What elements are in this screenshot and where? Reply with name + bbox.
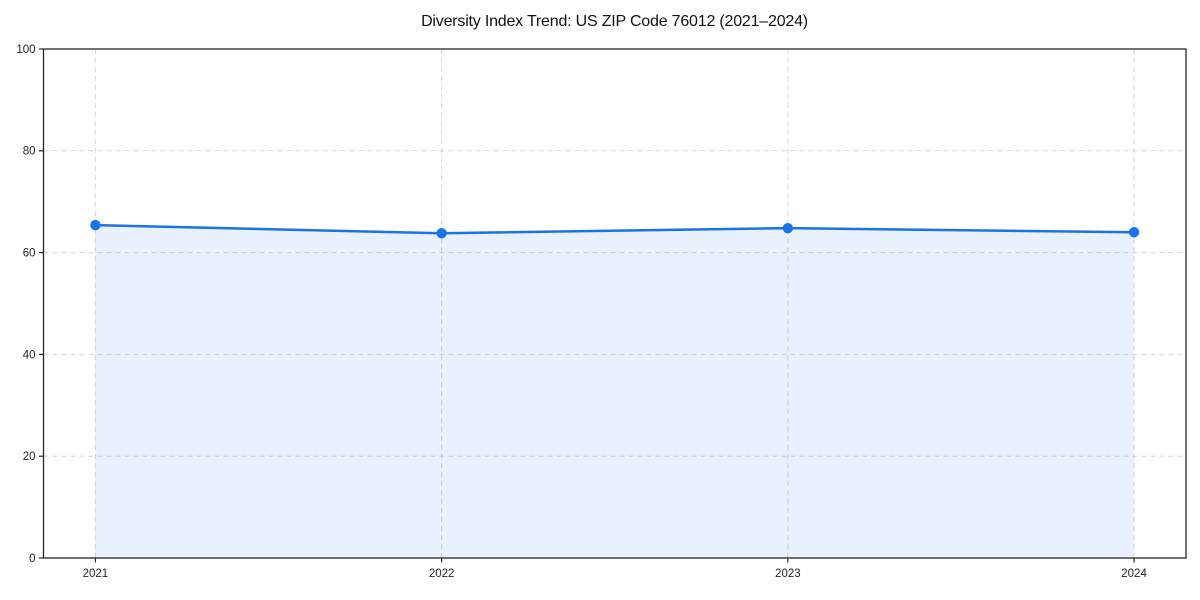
y-tick-label: 0	[29, 553, 35, 565]
x-tick-label: 2024	[1121, 568, 1147, 580]
x-tick-label: 2023	[775, 568, 801, 580]
data-point	[90, 219, 101, 231]
data-line	[94, 223, 1136, 235]
data-point	[782, 222, 794, 234]
data-point	[1128, 227, 1140, 238]
y-tick-label: 40	[23, 349, 36, 361]
data-point	[436, 228, 447, 239]
area-fill	[95, 225, 1135, 558]
chart-title: Diversity Index Trend: US ZIP Code 76012…	[421, 13, 808, 30]
y-tick-label: 60	[23, 248, 36, 260]
y-tick-label: 100	[16, 44, 35, 56]
y-tick-label: 80	[23, 146, 36, 158]
y-tick-label: 20	[23, 451, 36, 463]
plot-border	[42, 48, 1187, 559]
x-tick-label: 2021	[83, 568, 109, 580]
x-tick-label: 2022	[429, 568, 455, 580]
plot-background	[43, 49, 1186, 558]
